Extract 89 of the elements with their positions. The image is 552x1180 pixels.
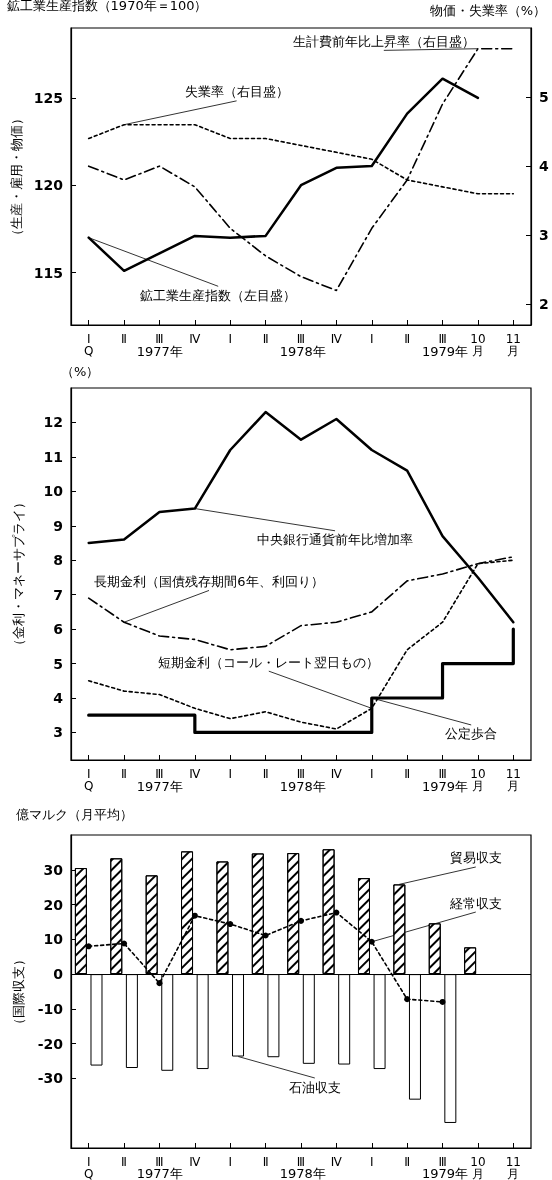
series-label: 失業率（右目盛） [184, 84, 289, 100]
x-tick-label: Ⅰ [228, 767, 232, 781]
y-tick-label: 3 [53, 724, 63, 741]
text: 1977年 [136, 344, 183, 360]
x-tick-label: Ⅳ [330, 1155, 342, 1169]
text: 1979年 [421, 778, 469, 794]
text: 1978年 [279, 1166, 326, 1180]
y2-tick-label: 4 [539, 158, 549, 175]
x-tick-label: Ⅲ [155, 332, 164, 346]
x-tick-label: Ⅰ [228, 332, 232, 346]
series-label: 長期金利（国債残存期間6年、利回り） [94, 573, 324, 589]
x-tick-label: 10月 [470, 1155, 486, 1180]
y-tick-label: 115 [33, 264, 63, 281]
x-tick-label: Ⅲ [155, 767, 164, 781]
x-tick-label: Ⅱ [262, 332, 269, 346]
y-tick-label: 8 [53, 552, 63, 569]
series-label: 短期金利（コール・レート翌日もの） [158, 654, 380, 670]
x-tick-label: Ⅳ [189, 332, 201, 346]
y-tick-label: -20 [37, 1035, 64, 1052]
x-tick-label: Ⅱ [404, 1155, 411, 1169]
y-tick-label: 20 [43, 896, 64, 913]
y-tick-label: 10 [43, 483, 64, 500]
y-tick-label: -10 [37, 1000, 64, 1017]
y-tick-label: 120 [33, 177, 64, 194]
y2-tick-label: 2 [539, 296, 549, 313]
text: 1978年 [279, 344, 326, 360]
text: 1977年 [136, 778, 183, 794]
y-tick-label: 30 [43, 861, 64, 878]
x-tick-label: Ⅳ [330, 332, 342, 346]
x-tick-label: Ⅱ [121, 767, 128, 781]
x-tick-label: 11月 [505, 332, 521, 358]
y-axis-title: （国際収支） [11, 952, 26, 1031]
text: 貿易収支 [449, 850, 502, 866]
y-tick-label: 7 [53, 586, 63, 603]
y-tick-label: 5 [53, 655, 63, 672]
x-tick-label: Ⅲ [438, 332, 447, 346]
y-tick-label: 12 [43, 414, 63, 431]
y-tick-label: 125 [33, 89, 63, 106]
x-tick-label: Ⅱ [121, 1155, 128, 1169]
x-tick-label: 10月 [470, 332, 486, 358]
text: 億マルク（月平均） [15, 807, 133, 823]
text: （%） [61, 363, 100, 379]
x-tick-label: ⅠQ [83, 1155, 94, 1180]
x-tick-label: Ⅱ [404, 332, 411, 346]
x-tick-label: Ⅳ [330, 767, 342, 781]
series-label: 鉱工業生産指数（左目盛） [140, 287, 297, 303]
x-tick-label: Ⅰ [228, 1155, 232, 1169]
series-label: 生計費前年比上昇率（右目盛） [292, 33, 475, 49]
series-label: 石油収支 [288, 1079, 341, 1095]
text: 1977年 [136, 1166, 183, 1180]
x-tick-label: Ⅱ [404, 767, 411, 781]
y-tick-label: 9 [53, 517, 63, 534]
x-tick-label: Ⅲ [438, 1155, 447, 1169]
y-tick-label: 0 [53, 966, 64, 983]
x-tick-label: ⅠQ [83, 332, 94, 358]
text: 1979年 [421, 344, 469, 360]
x-tick-label: Ⅳ [189, 767, 201, 781]
series-label: 中央銀行通貨前年比増加率 [257, 532, 414, 548]
text: 経常収支 [448, 895, 502, 911]
y-tick-label: -30 [37, 1070, 64, 1087]
x-tick-label: Ⅰ [370, 1155, 374, 1169]
x-tick-label: Ⅲ [438, 767, 447, 781]
y-tick-label: 4 [53, 690, 64, 706]
y-axis-title: （生産・雇用・物価） [8, 111, 24, 242]
x-tick-label: Ⅲ [296, 332, 306, 346]
x-tick-label: 11月 [505, 1155, 521, 1180]
y2-axis-title: 物価・失業率（%） [429, 3, 547, 18]
y-tick-label: 6 [53, 621, 63, 638]
y-tick-label: 11 [43, 448, 63, 465]
y2-tick-label: 5 [539, 89, 549, 106]
x-tick-label: Ⅱ [121, 332, 128, 346]
text: 鉱工業生産指数（1970年＝100） [6, 0, 208, 14]
x-tick-label: Ⅲ [296, 1155, 306, 1169]
y-axis-title: （金利・マネーサプライ） [11, 496, 26, 652]
x-tick-label: Ⅲ [155, 1155, 164, 1169]
x-tick-label: Ⅱ [262, 1155, 269, 1169]
y2-tick-label: 3 [539, 227, 549, 244]
x-tick-label: 10月 [470, 767, 486, 793]
text: 1978年 [279, 778, 326, 794]
x-tick-label: Ⅲ [296, 767, 306, 781]
x-tick-label: ⅠQ [83, 767, 94, 793]
text: 公定歩合 [445, 726, 498, 742]
x-tick-label: Ⅱ [262, 767, 269, 781]
text: 1979年 [421, 1166, 469, 1180]
x-tick-label: 11月 [505, 767, 521, 793]
x-tick-label: Ⅰ [370, 332, 374, 346]
y-tick-label: 10 [43, 931, 64, 948]
x-tick-label: Ⅰ [370, 767, 374, 781]
x-tick-label: Ⅳ [189, 1155, 201, 1169]
